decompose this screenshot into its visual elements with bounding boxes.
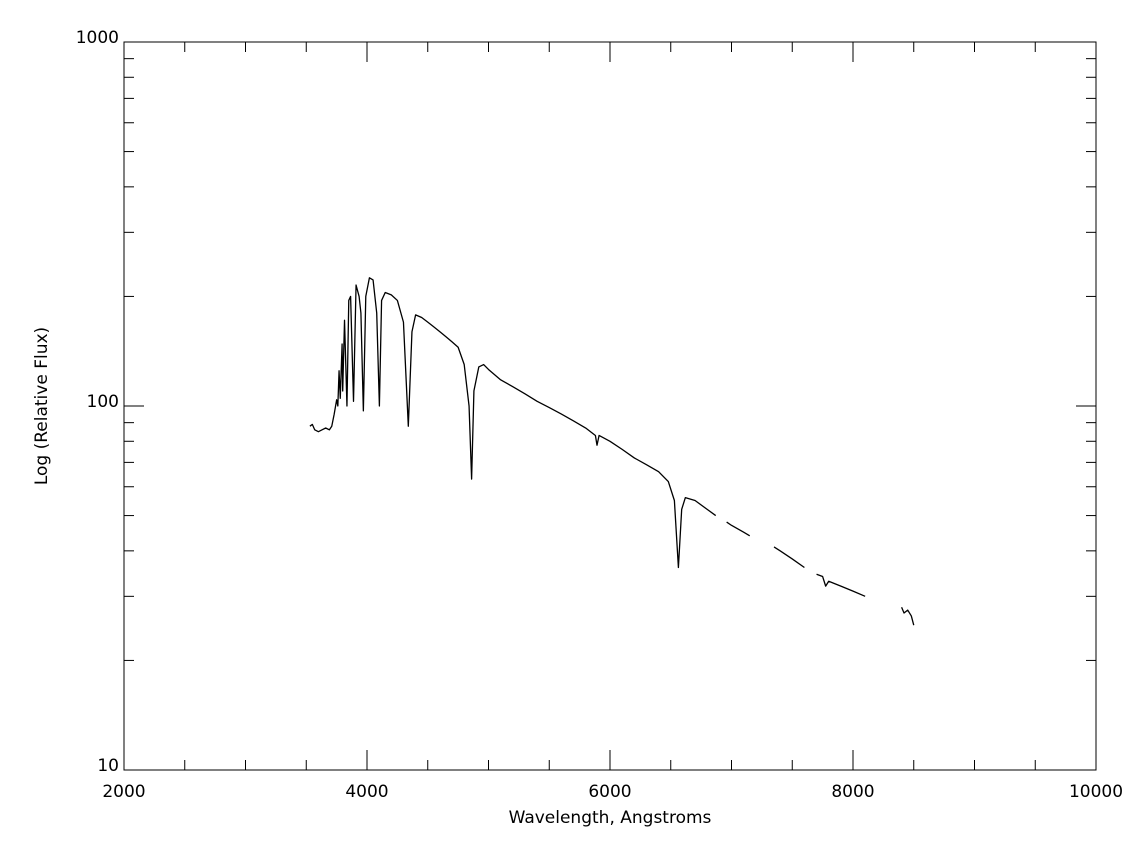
x-tick-label: 8000 [831,782,874,802]
x-axis-label: Wavelength, Angstroms [509,808,712,828]
spectrum-line [309,277,915,626]
y-axis-label: Log (Relative Flux) [32,327,52,485]
x-tick-label: 2000 [102,782,145,802]
y-tick-label: 1000 [76,28,119,48]
y-tick-label: 100 [87,392,119,412]
x-tick-label: 10000 [1069,782,1123,802]
x-tick-label: 4000 [345,782,388,802]
plot-frame [123,41,1097,771]
y-tick-label: 10 [97,756,119,776]
x-tick-label: 6000 [588,782,631,802]
